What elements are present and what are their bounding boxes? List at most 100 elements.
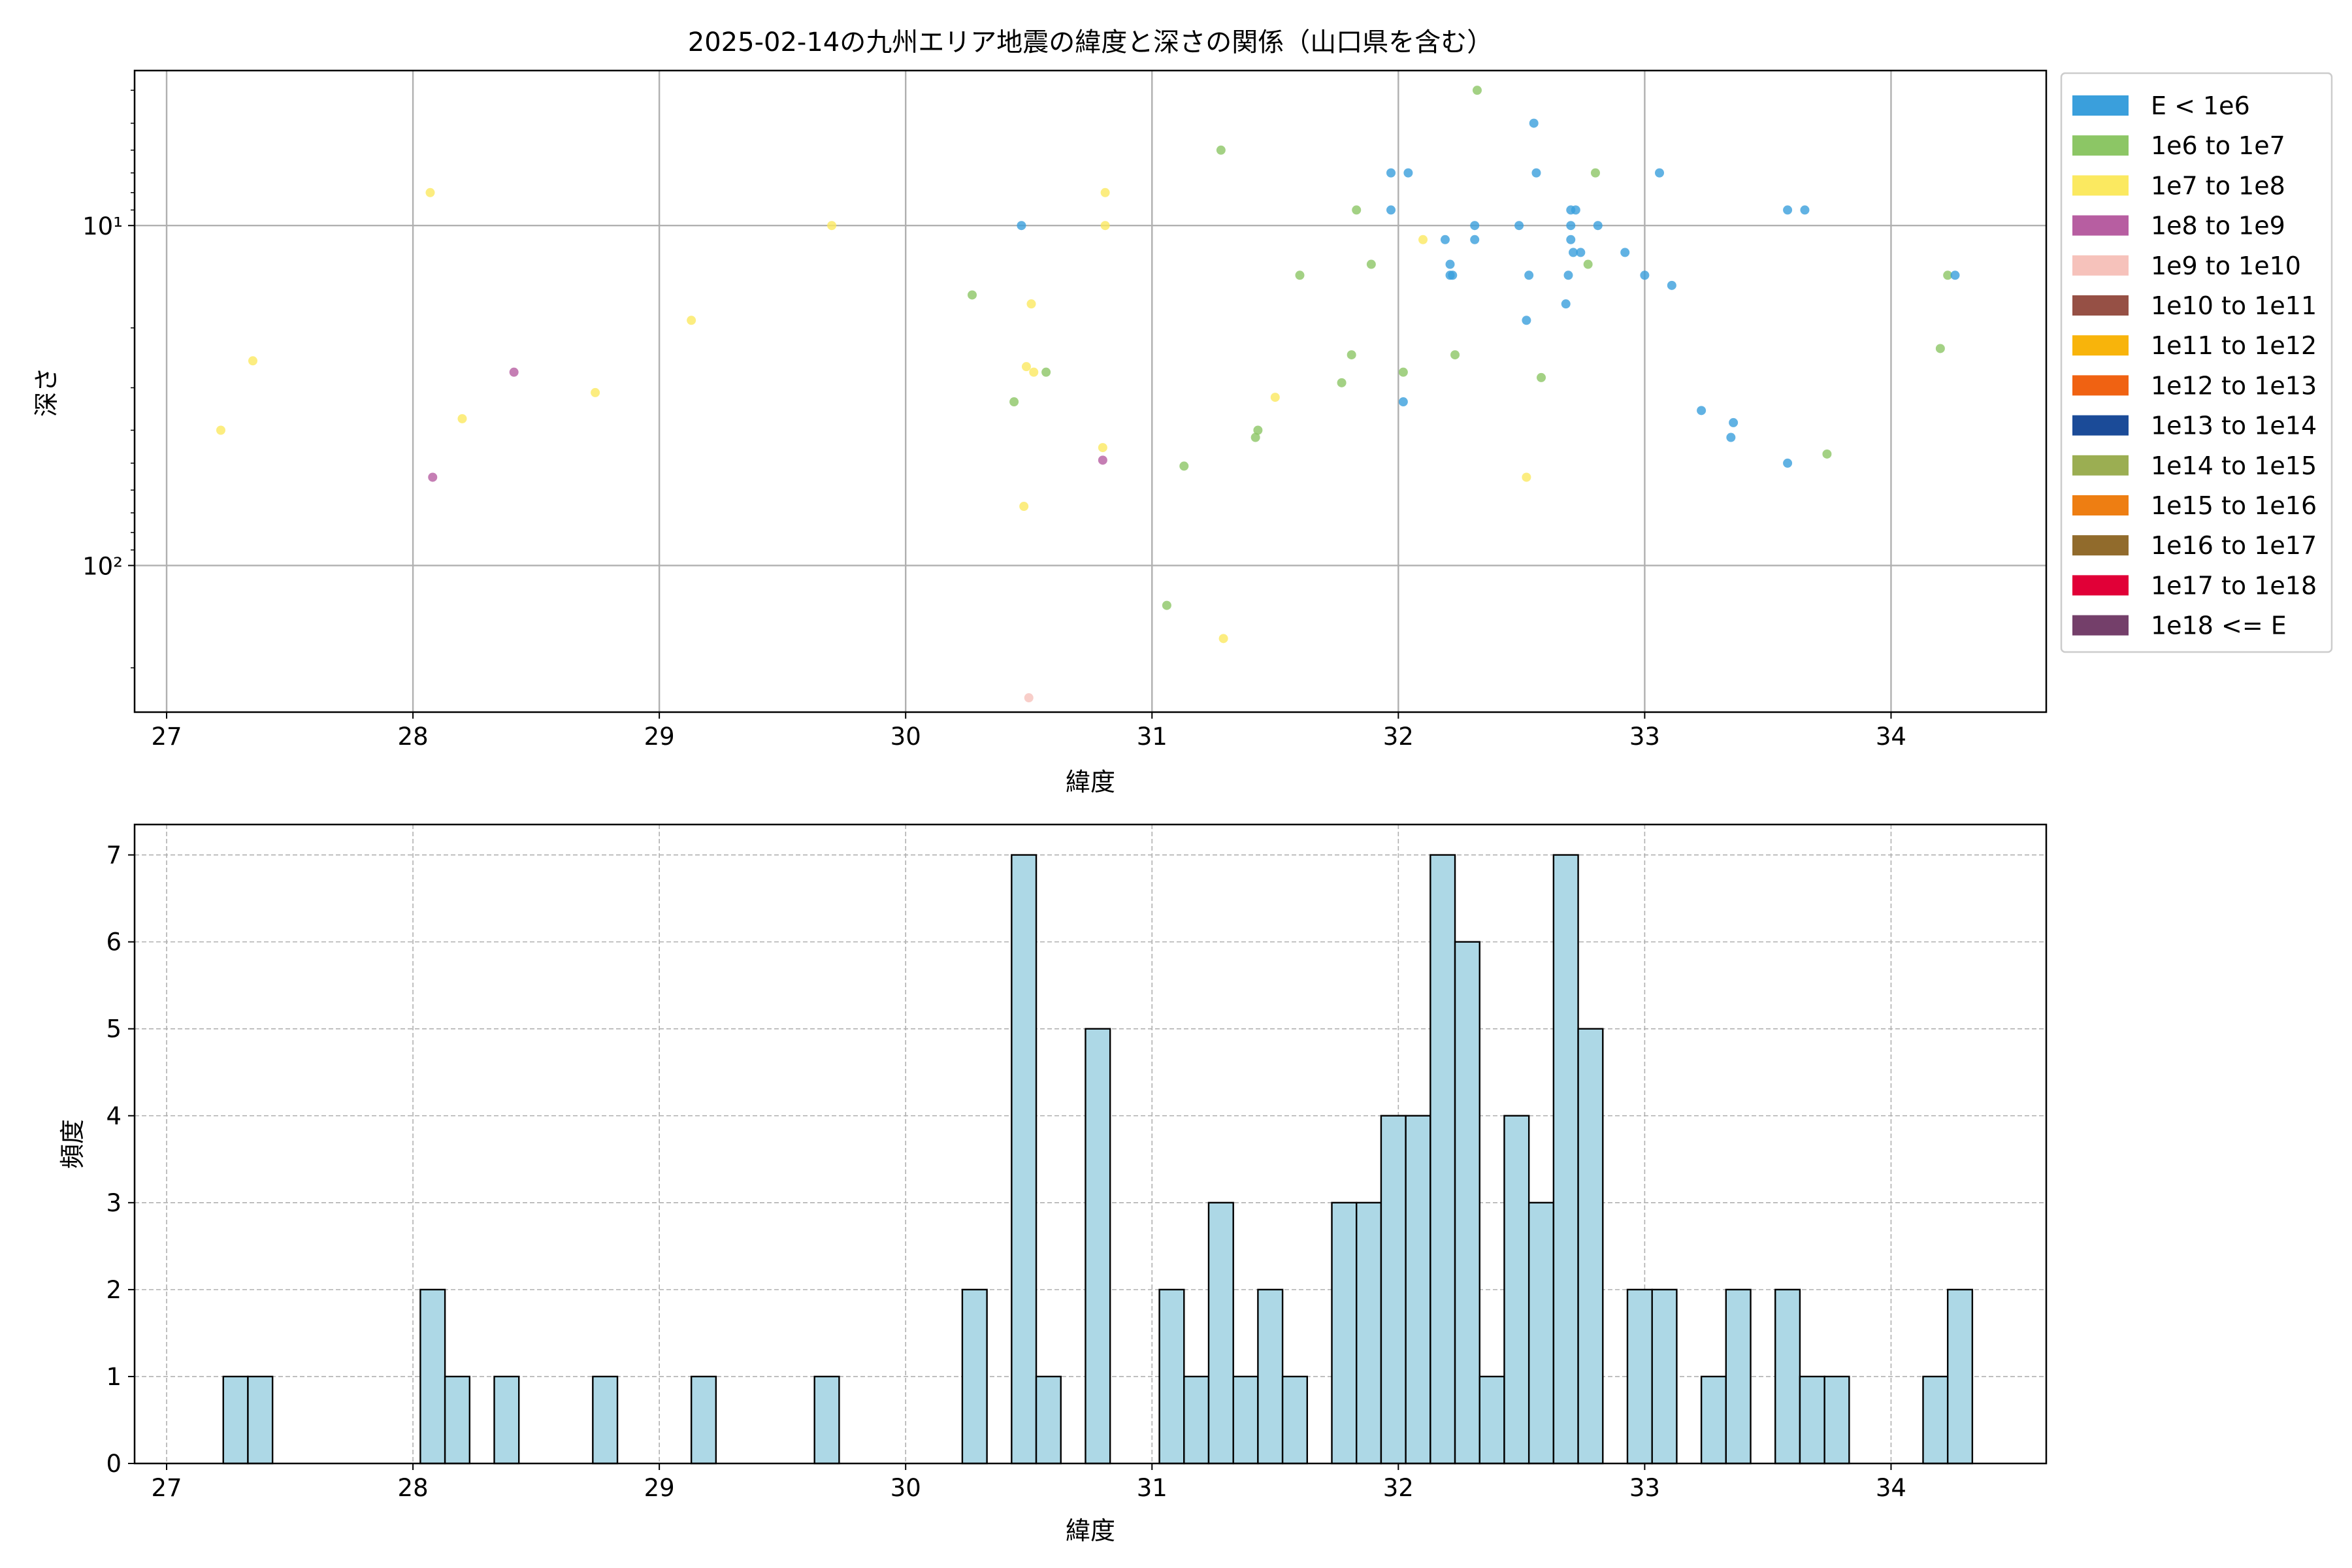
histogram-bar bbox=[592, 1375, 619, 1465]
scatter-point bbox=[1100, 188, 1110, 197]
scatter-point bbox=[1524, 270, 1534, 280]
scatter-point bbox=[1566, 235, 1576, 244]
histogram-bar bbox=[1085, 1028, 1111, 1465]
scatter-x-tick-label: 32 bbox=[1383, 723, 1414, 751]
scatter-point bbox=[1667, 280, 1676, 290]
scatter-point bbox=[1522, 316, 1531, 325]
scatter-point bbox=[1470, 221, 1480, 231]
legend-swatch bbox=[2072, 95, 2129, 116]
scatter-point bbox=[1514, 221, 1524, 231]
scatter-point bbox=[1571, 205, 1580, 215]
histogram-bar bbox=[1380, 1115, 1407, 1465]
histogram-y-tick-label: 3 bbox=[106, 1189, 122, 1217]
scatter-point bbox=[1337, 378, 1347, 387]
scatter-point bbox=[1250, 433, 1260, 442]
histogram-bar bbox=[1035, 1375, 1062, 1465]
legend-swatch bbox=[2072, 215, 2129, 236]
scatter-x-tick-label: 34 bbox=[1876, 723, 1906, 751]
histogram-bar bbox=[1454, 941, 1480, 1465]
histogram-y-tick-label: 2 bbox=[106, 1276, 122, 1304]
scatter-point bbox=[1216, 145, 1226, 155]
scatter-point bbox=[1620, 248, 1630, 257]
scatter-point bbox=[1403, 168, 1413, 178]
histogram-bar bbox=[1823, 1375, 1850, 1465]
scatter-point bbox=[1655, 168, 1665, 178]
legend-label: 1e6 to 1e7 bbox=[2151, 131, 2285, 160]
scatter-point bbox=[1697, 406, 1707, 416]
scatter-point bbox=[457, 414, 467, 423]
histogram-x-tick-label: 28 bbox=[398, 1474, 429, 1502]
scatter-point bbox=[1253, 425, 1263, 435]
scatter-point bbox=[1566, 221, 1576, 231]
scatter-point bbox=[1100, 221, 1110, 231]
scatter-point bbox=[1576, 248, 1586, 257]
scatter-point bbox=[1800, 205, 1810, 215]
histogram-y-tick-label: 6 bbox=[106, 928, 122, 956]
histogram-bar bbox=[1725, 1288, 1752, 1465]
scatter-point bbox=[1470, 235, 1480, 244]
scatter-point bbox=[1098, 455, 1107, 465]
histogram-y-tick-label: 5 bbox=[106, 1015, 122, 1043]
scatter-point bbox=[1352, 205, 1362, 215]
scatter-point bbox=[1024, 693, 1034, 703]
scatter-point bbox=[687, 316, 696, 325]
legend-label: E < 1e6 bbox=[2151, 91, 2250, 120]
histogram-bar bbox=[1183, 1375, 1210, 1465]
histogram-x-tick-label: 32 bbox=[1383, 1474, 1414, 1502]
scatter-point bbox=[425, 188, 435, 197]
scatter-point bbox=[968, 290, 977, 300]
histogram-y-tick-label: 7 bbox=[106, 841, 122, 870]
scatter-point bbox=[1950, 270, 1960, 280]
histogram-bar bbox=[247, 1375, 274, 1465]
histogram-x-tick-label: 30 bbox=[890, 1474, 921, 1502]
histogram-plot-frame bbox=[133, 823, 2048, 1465]
scatter-point bbox=[1445, 259, 1455, 269]
scatter-y-tick-label: 10¹ bbox=[82, 212, 123, 240]
scatter-points bbox=[216, 86, 1960, 703]
histogram-x-tick-label: 27 bbox=[151, 1474, 182, 1502]
legend-label: 1e14 to 1e15 bbox=[2151, 451, 2317, 480]
histogram-y-axis-label: 頻度 bbox=[58, 1119, 87, 1169]
scatter-point bbox=[1366, 259, 1376, 269]
histogram-bar bbox=[493, 1375, 520, 1465]
scatter-x-tick-label: 29 bbox=[644, 723, 675, 751]
histogram-y-tick-label: 4 bbox=[106, 1102, 122, 1130]
scatter-point bbox=[1537, 372, 1546, 382]
scatter-y-tick-label: 10² bbox=[82, 553, 123, 581]
histogram-y-tick-label: 0 bbox=[106, 1450, 122, 1478]
histogram-bar bbox=[1478, 1375, 1505, 1465]
legend-swatch bbox=[2072, 415, 2129, 436]
scatter-point bbox=[1218, 634, 1228, 644]
scatter-point bbox=[1529, 118, 1539, 128]
legend-swatch bbox=[2072, 455, 2129, 476]
scatter-point bbox=[1440, 235, 1450, 244]
histogram-bar bbox=[1946, 1288, 1974, 1465]
histogram-bar bbox=[1527, 1201, 1555, 1465]
scatter-point bbox=[216, 425, 225, 435]
histogram-bar bbox=[1232, 1375, 1259, 1465]
scatter-panel: 2025-02-14の九州エリア地震の緯度と深さの関係（山口県を含む） 27 28… bbox=[32, 27, 2048, 796]
histogram-bar bbox=[1577, 1028, 1604, 1465]
histogram-bar bbox=[1158, 1288, 1185, 1465]
legend-swatch bbox=[2072, 535, 2129, 556]
scatter-point bbox=[1398, 397, 1408, 407]
histogram-bar bbox=[1651, 1288, 1678, 1465]
scatter-x-tick-label: 30 bbox=[890, 723, 921, 751]
scatter-point bbox=[1098, 443, 1107, 453]
scatter-point bbox=[1386, 205, 1396, 215]
histogram-x-tick-label: 31 bbox=[1137, 1474, 1168, 1502]
histogram-bar bbox=[1799, 1375, 1825, 1465]
histogram-x-tick-label: 29 bbox=[644, 1474, 675, 1502]
histogram-bar bbox=[1552, 854, 1579, 1465]
scatter-point bbox=[1783, 205, 1793, 215]
scatter-x-tick-label: 33 bbox=[1629, 723, 1660, 751]
scatter-point bbox=[1041, 367, 1051, 377]
scatter-point bbox=[509, 367, 519, 377]
scatter-gridlines bbox=[135, 71, 2046, 712]
legend-label: 1e17 to 1e18 bbox=[2151, 571, 2317, 600]
histogram-bar bbox=[1331, 1201, 1358, 1465]
scatter-x-tick-label: 31 bbox=[1137, 723, 1168, 751]
histogram-bar bbox=[1922, 1375, 1949, 1465]
scatter-point bbox=[1418, 235, 1428, 244]
